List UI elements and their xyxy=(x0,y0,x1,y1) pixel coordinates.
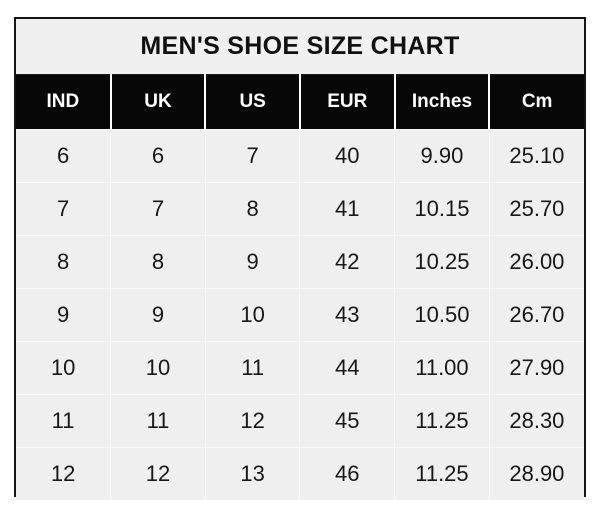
table-row: 9 9 10 43 10.50 26.70 xyxy=(16,287,584,341)
cell-ind: 10 xyxy=(16,340,112,394)
table-row: 10 10 11 44 11.00 27.90 xyxy=(16,340,584,394)
cell-us: 12 xyxy=(205,393,301,447)
cell-ind: 8 xyxy=(16,234,112,288)
cell-us: 8 xyxy=(205,181,301,235)
cell-eur: 45 xyxy=(299,393,396,447)
chart-title: MEN'S SHOE SIZE CHART xyxy=(16,19,584,75)
column-header-row: IND UK US EUR Inches Cm xyxy=(16,74,584,129)
cell-inches: 10.50 xyxy=(394,287,490,341)
cell-us: 9 xyxy=(205,234,301,288)
cell-uk: 10 xyxy=(110,340,206,394)
cell-eur: 41 xyxy=(299,181,396,235)
cell-inches: 11.00 xyxy=(394,340,490,394)
cell-uk: 6 xyxy=(110,128,206,182)
cell-uk: 11 xyxy=(110,393,206,447)
table-row: 7 7 8 41 10.15 25.70 xyxy=(16,181,584,235)
cell-cm: 28.30 xyxy=(489,393,584,447)
cell-eur: 43 xyxy=(299,287,396,341)
cell-ind: 12 xyxy=(16,446,112,500)
cell-inches: 11.25 xyxy=(394,393,490,447)
column-header-cm: Cm xyxy=(489,74,584,129)
shoe-size-table: MEN'S SHOE SIZE CHART IND UK US EUR Inch… xyxy=(16,19,584,500)
table-row: 6 6 7 40 9.90 25.10 xyxy=(16,128,584,182)
cell-inches: 10.25 xyxy=(394,234,490,288)
column-header-eur: EUR xyxy=(299,74,396,129)
cell-ind: 6 xyxy=(16,128,112,182)
cell-cm: 25.70 xyxy=(489,181,584,235)
column-header-ind: IND xyxy=(16,74,112,129)
cell-cm: 27.90 xyxy=(489,340,584,394)
cell-uk: 7 xyxy=(110,181,206,235)
cell-us: 13 xyxy=(205,446,301,500)
table-row: 11 11 12 45 11.25 28.30 xyxy=(16,393,584,447)
column-header-uk: UK xyxy=(110,74,207,129)
column-header-inches: Inches xyxy=(394,74,491,129)
title-row: MEN'S SHOE SIZE CHART xyxy=(16,19,584,75)
cell-ind: 9 xyxy=(16,287,112,341)
cell-eur: 42 xyxy=(299,234,396,288)
cell-eur: 40 xyxy=(299,128,396,182)
cell-us: 10 xyxy=(205,287,301,341)
size-chart-container: MEN'S SHOE SIZE CHART IND UK US EUR Inch… xyxy=(14,17,586,500)
cell-uk: 12 xyxy=(110,446,206,500)
cell-us: 11 xyxy=(205,340,301,394)
cell-inches: 10.15 xyxy=(394,181,490,235)
cell-inches: 9.90 xyxy=(394,128,490,182)
cell-cm: 26.70 xyxy=(489,287,584,341)
cell-cm: 28.90 xyxy=(489,446,584,500)
cell-eur: 44 xyxy=(299,340,396,394)
cell-cm: 25.10 xyxy=(489,128,584,182)
cell-uk: 8 xyxy=(110,234,206,288)
cell-ind: 7 xyxy=(16,181,112,235)
cell-us: 7 xyxy=(205,128,301,182)
table-row: 8 8 9 42 10.25 26.00 xyxy=(16,234,584,288)
cell-ind: 11 xyxy=(16,393,112,447)
cell-uk: 9 xyxy=(110,287,206,341)
column-header-us: US xyxy=(205,74,301,129)
table-row: 12 12 13 46 11.25 28.90 xyxy=(16,446,584,500)
cell-eur: 46 xyxy=(299,446,396,500)
cell-cm: 26.00 xyxy=(489,234,584,288)
cell-inches: 11.25 xyxy=(394,446,490,500)
